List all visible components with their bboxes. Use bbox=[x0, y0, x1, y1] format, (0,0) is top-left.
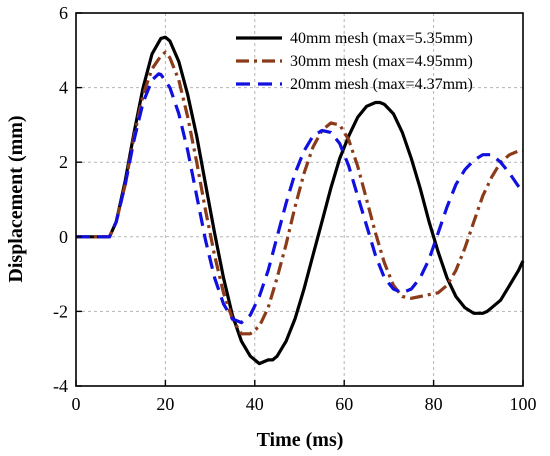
y-tick-label: 4 bbox=[59, 78, 68, 98]
y-tick-label: -2 bbox=[53, 301, 68, 321]
legend-label-2: 30mm mesh (max=4.95mm) bbox=[290, 53, 473, 70]
x-tick-label: 60 bbox=[335, 394, 353, 414]
x-tick-label: 0 bbox=[72, 394, 81, 414]
y-tick-label: -4 bbox=[53, 376, 68, 396]
legend-label-1: 40mm mesh (max=5.35mm) bbox=[290, 30, 473, 47]
x-tick-label: 80 bbox=[425, 394, 443, 414]
x-tick-label: 40 bbox=[246, 394, 264, 414]
series-line-2 bbox=[76, 50, 523, 336]
series-layer bbox=[76, 35, 525, 366]
plot-frame bbox=[75, 12, 524, 387]
y-tick-label: 0 bbox=[59, 227, 68, 247]
y-tick-label: 6 bbox=[59, 3, 68, 23]
legend-label-3: 20mm mesh (max=4.37mm) bbox=[290, 76, 473, 93]
y-axis-title: Displacement (mm) bbox=[5, 115, 27, 282]
x-tick-label: 20 bbox=[156, 394, 174, 414]
series-line-1 bbox=[76, 35, 525, 366]
tick-labels: 0 20 40 60 80 100 -4 -2 0 2 4 6 bbox=[53, 3, 537, 414]
series-line-3 bbox=[76, 72, 525, 325]
x-tick-label: 100 bbox=[510, 394, 537, 414]
legend: 40mm mesh (max=5.35mm) 30mm mesh (max=4.9… bbox=[236, 30, 473, 93]
y-tick-label: 2 bbox=[59, 152, 68, 172]
x-axis-title: Time (ms) bbox=[257, 429, 344, 451]
axis-ticks bbox=[75, 12, 524, 387]
